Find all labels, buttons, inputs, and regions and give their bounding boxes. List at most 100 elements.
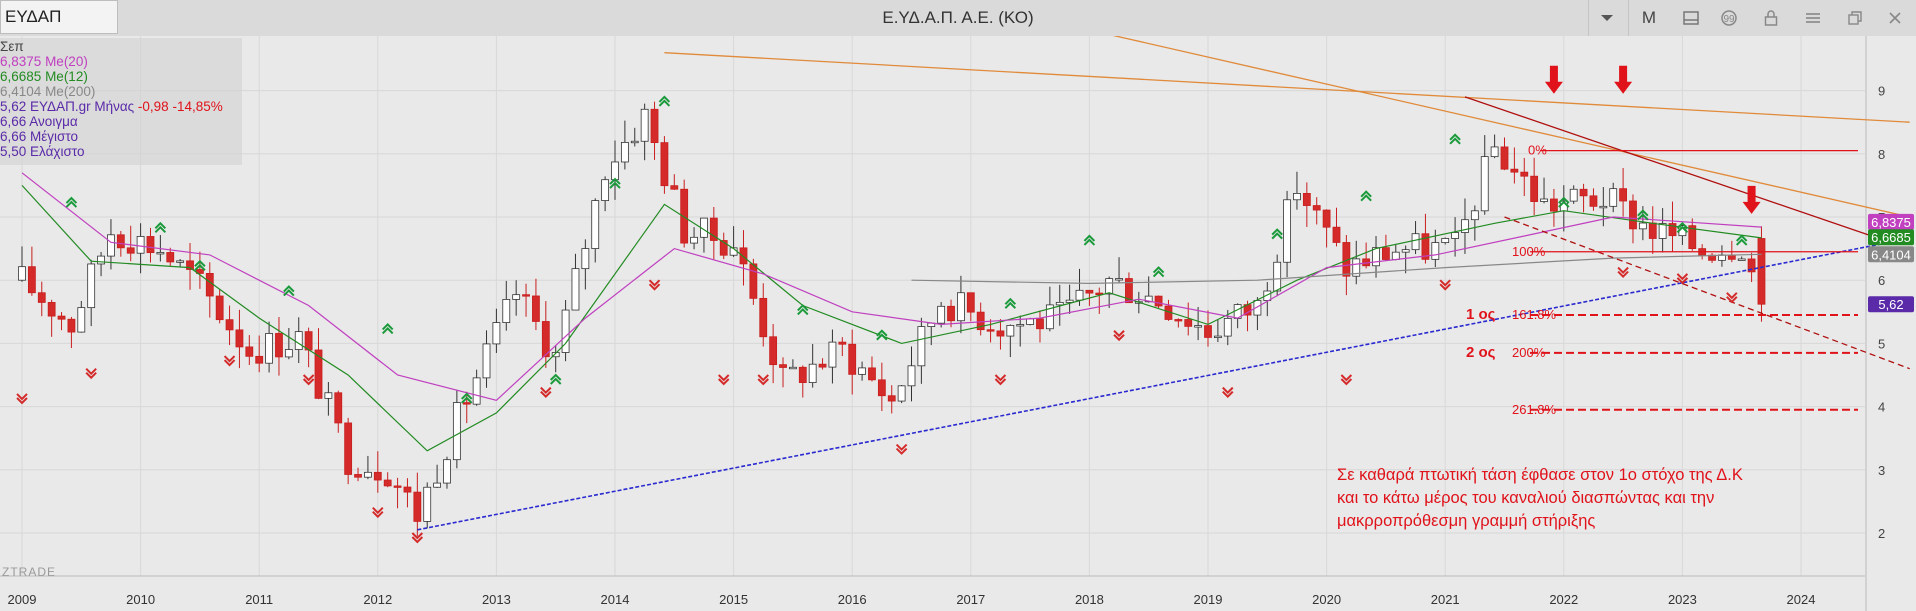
- candle-down: [1421, 233, 1430, 260]
- candle-down: [186, 260, 194, 270]
- candle-down: [1174, 319, 1183, 322]
- candle-up: [1105, 278, 1114, 295]
- candle-up: [472, 377, 481, 405]
- restore-icon[interactable]: [1838, 3, 1872, 33]
- legend-ma20-value: 6,8375: [0, 54, 42, 69]
- candle-down: [314, 349, 323, 399]
- fib-level-label: 161.8%: [1512, 307, 1557, 322]
- fractal-down-icon: [1340, 374, 1353, 386]
- menu-icon[interactable]: [1796, 3, 1830, 33]
- candle-up: [433, 482, 442, 488]
- annotation-note: Σε καθαρά πτωτική τάση έφθασε στον 1ο στ…: [1337, 464, 1817, 533]
- candle-down: [532, 295, 540, 322]
- candle-up: [87, 263, 96, 309]
- down-arrow-icon: [1742, 185, 1761, 214]
- candle-down: [522, 294, 530, 297]
- candle-down: [719, 240, 728, 256]
- x-tick-label: 2024: [1787, 592, 1816, 607]
- x-tick-label: 2023: [1668, 592, 1697, 607]
- candle-down: [344, 422, 353, 475]
- legend-ma20-label: Me(20): [45, 54, 88, 69]
- legend-high: 6,66 Μέγιστο: [0, 129, 242, 144]
- legend-ma12-label: Me(12): [45, 69, 88, 84]
- candle-up: [917, 326, 926, 367]
- candle-down: [1619, 188, 1627, 202]
- x-tick-label: 2019: [1194, 592, 1223, 607]
- fractal-down-icon: [1676, 273, 1689, 285]
- candle-down: [116, 234, 125, 249]
- chevron-down-icon[interactable]: [1590, 3, 1624, 33]
- y-tick-label: 8: [1878, 147, 1885, 162]
- candle-up: [1431, 242, 1440, 260]
- legend-low-value: 5,50: [0, 144, 27, 159]
- legend-last-label: ΕΥΔΑΠ.gr Μήνας: [30, 99, 135, 114]
- fractal-up-icon: [1735, 234, 1748, 246]
- candle-down: [1184, 319, 1193, 327]
- legend-open: 6,66 Ανοιγμα: [0, 114, 242, 129]
- target-label: 1 ος: [1466, 306, 1496, 323]
- candle-down: [255, 355, 264, 364]
- candle-down: [1036, 318, 1044, 330]
- fractal-up-icon: [1271, 228, 1283, 240]
- candle-down: [1757, 238, 1766, 305]
- legend-ma200-label: Me(200): [45, 84, 96, 99]
- candle-up: [136, 236, 145, 254]
- down-arrow-icon: [1544, 65, 1563, 94]
- x-tick-label: 2014: [601, 592, 630, 607]
- legend-low-label: Ελάχιστο: [30, 144, 85, 159]
- candle-up: [1609, 188, 1618, 207]
- candle-down: [1510, 168, 1519, 173]
- candle-up: [1411, 233, 1420, 251]
- candle-up: [452, 402, 461, 461]
- price-chart[interactable]: 2345678920092010201120122013201420152016…: [0, 36, 1916, 611]
- candle-down: [868, 367, 876, 381]
- candle-up: [1391, 251, 1400, 260]
- candle-down: [383, 479, 392, 487]
- candle-down: [1500, 146, 1509, 170]
- fractal-down-icon: [540, 386, 552, 399]
- symbol-input[interactable]: ΕΥΔΑΠ: [0, 0, 118, 34]
- candle-down: [166, 252, 175, 263]
- candle-down: [393, 485, 402, 488]
- candle-up: [1273, 261, 1282, 292]
- layout-icon[interactable]: [1674, 3, 1708, 33]
- fractal-down-icon: [757, 374, 769, 386]
- candle-down: [403, 486, 412, 493]
- candle-down: [769, 336, 778, 366]
- legend-period: Σεπ: [0, 39, 24, 54]
- candle-down: [146, 236, 155, 254]
- x-tick-label: 2010: [126, 592, 155, 607]
- candle-up: [1737, 258, 1746, 261]
- fractal-down-icon: [718, 374, 730, 386]
- fractal-up-icon: [1360, 190, 1372, 202]
- fractal-up-icon: [154, 221, 167, 234]
- period-button[interactable]: M: [1641, 8, 1657, 27]
- candle-down: [57, 315, 66, 320]
- fractal-up-icon: [461, 392, 473, 404]
- fractal-down-icon: [1726, 292, 1738, 304]
- candle-up: [1451, 232, 1459, 239]
- candle-up: [858, 367, 866, 375]
- candle-down: [1332, 226, 1341, 243]
- candle-up: [156, 252, 165, 255]
- candle-down: [225, 319, 234, 331]
- candle-down: [1302, 192, 1311, 206]
- candle-up: [1075, 289, 1084, 301]
- fractal-up-icon: [283, 285, 295, 297]
- annotation-line: Σε καθαρά πτωτική τάση έφθασε στον 1ο στ…: [1337, 466, 1743, 484]
- candle-up: [571, 268, 580, 311]
- target-label: 2 ος: [1466, 344, 1496, 361]
- candle-up: [18, 266, 26, 281]
- ma-line-me200: [911, 253, 1762, 285]
- candle-down: [1204, 325, 1212, 338]
- candle-down: [1688, 225, 1697, 250]
- candle-down: [1520, 171, 1529, 177]
- candle-up: [1470, 210, 1479, 221]
- x-tick-label: 2012: [363, 592, 392, 607]
- x-tick-label: 2013: [482, 592, 511, 607]
- toolbar-divider: [1588, 0, 1589, 36]
- candle-down: [1747, 258, 1756, 273]
- comment-icon[interactable]: 99: [1712, 3, 1746, 33]
- lock-icon[interactable]: [1754, 3, 1788, 33]
- close-icon[interactable]: [1878, 3, 1912, 33]
